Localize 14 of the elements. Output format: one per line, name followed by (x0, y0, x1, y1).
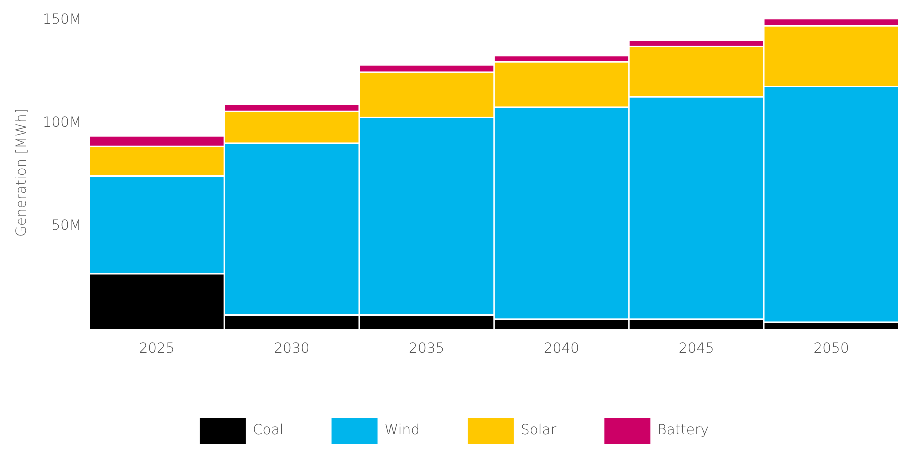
x-tick-label: 2045 (678, 341, 714, 358)
legend-label: Wind (384, 422, 420, 439)
x-tick-label: 2035 (409, 341, 445, 358)
x-tick-label: 2050 (814, 341, 850, 358)
x-tick-label: 2025 (139, 341, 175, 358)
x-tick-label: 2030 (274, 341, 310, 358)
x-tick-label: 2040 (544, 341, 580, 358)
y-tick-label: 150M (42, 12, 82, 28)
y-axis-title: Generation [MWh] (14, 108, 30, 237)
y-tick-label: 50M (52, 218, 82, 234)
y-tick-label: 100M (42, 115, 82, 132)
legend-label: Solar (520, 422, 557, 439)
legend-label: Battery (658, 422, 710, 439)
legend-label: Coal (252, 422, 284, 439)
